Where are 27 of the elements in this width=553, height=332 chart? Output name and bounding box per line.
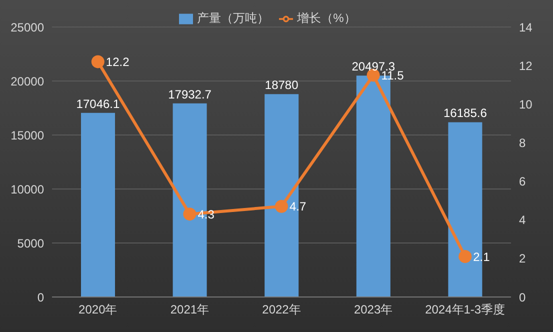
legend-label: 增长（%） [297,11,356,25]
y2-tick-label: 2 [519,252,526,266]
y2-tick-label: 4 [519,213,526,228]
data-label: 12.2 [106,54,130,69]
x-tick-label: 2022年 [262,302,301,317]
y-tick-label: 10000 [10,182,44,196]
x-tick-label: 2021年 [170,302,210,317]
x-tick-label: 2023年 [354,302,393,317]
y2-tick-label: 8 [519,136,526,150]
data-label: 16185.6 [444,106,488,120]
data-label: 17932.7 [168,87,212,102]
y2-tick-label: 12 [519,58,533,73]
data-label: 17046.1 [76,96,120,111]
x-tick-label: 2020年 [78,302,118,317]
y-tick-label: 15000 [10,128,44,142]
y-tick-label: 5000 [17,236,44,250]
y-tick-label: 20000 [10,74,44,88]
legend-label: 产量（万吨） [197,11,270,25]
data-label: 4.3 [198,207,215,222]
y2-tick-label: 0 [519,290,526,304]
y-tick-label: 0 [37,290,44,304]
y-tick-label: 25000 [10,20,44,34]
y2-tick-label: 10 [519,97,533,112]
y2-tick-label: 6 [519,174,526,189]
x-tick-label: 2024年1-3季度 [425,302,506,317]
y2-tick-label: 14 [519,20,533,34]
data-label: 18780 [264,78,299,92]
